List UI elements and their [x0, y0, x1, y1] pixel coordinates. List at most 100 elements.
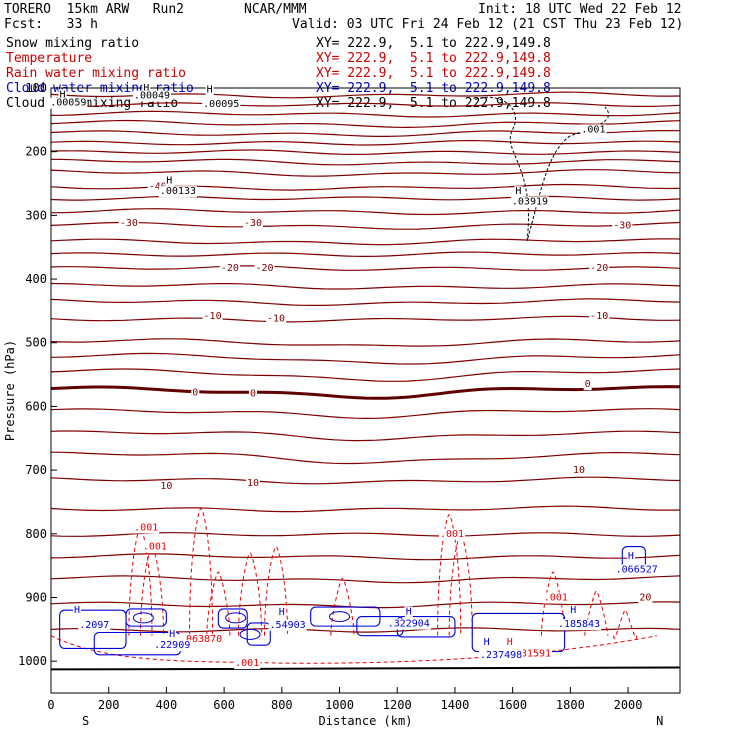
cloud-water-label: H	[628, 551, 634, 562]
cloud-water-maximum	[239, 628, 261, 640]
rain-contour	[206, 571, 231, 636]
temperature-label-bg	[159, 481, 174, 493]
isotherm	[50, 627, 681, 633]
rain-contour	[238, 552, 263, 636]
y-tick-label: 900	[25, 590, 47, 604]
isotherm	[50, 430, 681, 442]
x-tick-label: 1600	[498, 698, 527, 712]
field-name-rain: Rain water mixing ratio	[6, 66, 187, 81]
rain-contour	[330, 577, 355, 636]
isotherm	[50, 505, 681, 513]
cloud-water-label-bg	[556, 619, 602, 631]
ice-label-bg	[205, 84, 214, 96]
isotherm	[50, 102, 681, 108]
rain-label: .001	[134, 522, 158, 533]
isotherm	[50, 251, 681, 258]
rain-label-bg	[133, 522, 160, 534]
ice-label-bg	[58, 89, 67, 101]
cloud-water-label-bg	[268, 619, 307, 631]
rain-contour	[437, 514, 462, 636]
field-name-snow: Snow mixing ratio	[6, 36, 140, 51]
field-name-temperature: Temperature	[6, 51, 93, 66]
cloud-water-maximum	[225, 612, 247, 624]
rain-label-bg	[439, 528, 466, 540]
temperature-label-bg	[219, 263, 240, 275]
ice-label: H	[207, 84, 213, 95]
plot-frame	[50, 87, 681, 694]
temperature-label-bg	[589, 263, 610, 275]
cloud-water-label-bg	[626, 551, 635, 563]
ice-label-bg	[132, 90, 172, 102]
x-axis-label: Distance (km)	[319, 714, 413, 728]
rain-label-bg	[141, 541, 168, 553]
temperature-label: -20	[590, 263, 608, 274]
cloud-water-label: H	[74, 605, 80, 616]
cloud-water-contour	[246, 622, 271, 646]
ice-label-bg	[510, 196, 550, 208]
rain-label: .001	[143, 542, 167, 553]
isotherm	[50, 158, 681, 166]
terrain-line	[50, 666, 681, 671]
cloud-water-label: .185843	[558, 619, 600, 630]
ice-label: .00095	[203, 99, 239, 110]
rain-label: .001	[440, 529, 464, 540]
temperature-label-bg	[638, 592, 653, 604]
x-tick-label: 600	[213, 698, 235, 712]
rain-max-label: .081591	[509, 649, 551, 660]
isotherm	[50, 315, 681, 323]
temperature-label: 0	[250, 389, 256, 400]
cloud-water-contour	[59, 609, 127, 649]
rain-contour	[584, 590, 609, 636]
temperature-label: -30	[613, 221, 631, 232]
rain-contours	[50, 507, 658, 664]
ice-label-bg	[202, 98, 241, 110]
model-title: TORERO 15km ARW Run2	[4, 2, 185, 17]
isotherm	[50, 110, 681, 118]
cloud-water-label: H	[279, 607, 285, 618]
temperature-label-bg	[266, 313, 287, 325]
y-tick-label: 300	[25, 208, 47, 222]
ice-label: .001	[581, 124, 605, 135]
temperature-label-bg	[202, 310, 223, 322]
x-tick-label: 800	[271, 698, 293, 712]
rain-max-label-bg	[505, 637, 514, 649]
cloud-water-contour	[125, 608, 167, 627]
ice-label-bg	[165, 175, 174, 187]
y-tick-label: 800	[25, 527, 47, 541]
cloud-water-maximum	[132, 612, 154, 624]
cloud-water-label: .54903	[270, 620, 306, 631]
rain-contour	[613, 609, 638, 639]
endpoint-north: N	[656, 714, 663, 728]
terrain-surface	[50, 666, 681, 671]
temperature-label: 20	[639, 592, 651, 603]
valid-time: Valid: 03 UTC Fri 24 Feb 12 (21 CST Thu …	[292, 17, 684, 32]
temperature-label-bg	[589, 310, 610, 322]
isotherm	[50, 221, 681, 230]
plot-axes: 0 200 400 600 800 1000 1200 1400 1600 1800 2000200…	[3, 81, 681, 728]
ice-label: H	[166, 175, 172, 186]
temperature-label: 10	[160, 481, 172, 492]
ice-label: H	[143, 83, 149, 94]
ice-contour	[474, 96, 610, 241]
x-tick-label: 1800	[556, 698, 585, 712]
rain-contour	[541, 571, 566, 636]
rain-max-label: H	[507, 637, 513, 648]
x-tick-label: 1400	[440, 698, 469, 712]
cloud-water-label: H	[406, 606, 412, 617]
rain-label-bg	[234, 658, 261, 670]
cloud-water-label: H	[570, 605, 576, 616]
cloud-water-contour	[217, 608, 248, 629]
rain-contour-base	[50, 635, 658, 664]
temperature-label: -10	[267, 314, 285, 325]
isotherm	[50, 352, 681, 365]
ice-contours	[474, 96, 610, 241]
ice-label: .00059	[50, 98, 86, 109]
temperature-label: -30	[244, 218, 262, 229]
endpoint-south: S	[82, 714, 89, 728]
isotherm	[50, 130, 681, 137]
isotherm	[50, 195, 681, 201]
ice-label: H	[60, 89, 66, 100]
temperature-label-bg	[147, 181, 168, 193]
temperature-label: -20	[221, 263, 239, 274]
